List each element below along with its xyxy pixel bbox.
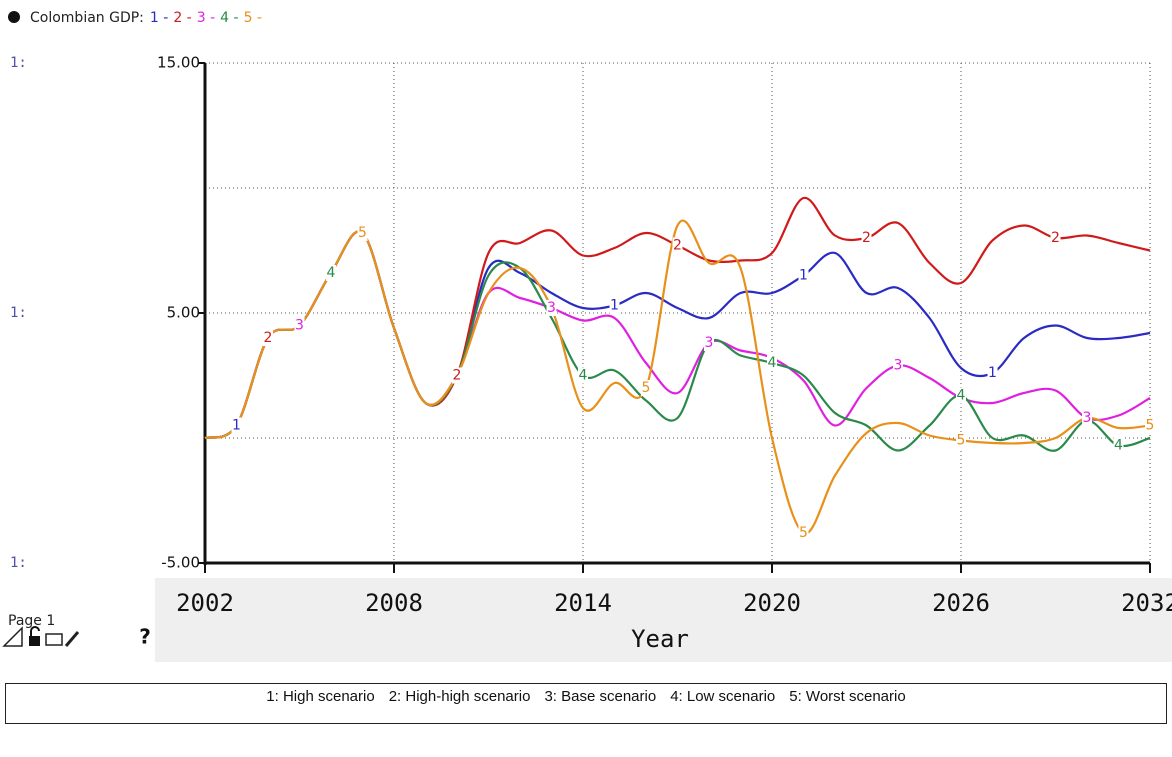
series-marker-bg bbox=[861, 230, 872, 246]
series-line bbox=[204, 196, 1151, 440]
legend-entry: 3: Base scenario bbox=[544, 688, 656, 705]
series-line bbox=[204, 230, 1151, 440]
series-marker-bg bbox=[893, 357, 903, 374]
series-marker: 5 bbox=[642, 380, 651, 396]
series-marker: 1 bbox=[988, 365, 997, 381]
series-marker: 3 bbox=[894, 358, 903, 374]
series-marker: 2 bbox=[453, 368, 462, 384]
series-marker: 3 bbox=[1083, 410, 1092, 426]
icon-triangle[interactable] bbox=[2, 626, 23, 647]
help-button[interactable]: ? bbox=[139, 625, 151, 649]
y-tick-label: -5.00 bbox=[161, 554, 200, 572]
x-tick-label: 2002 bbox=[176, 589, 234, 617]
legend-entry: 5: Worst scenario bbox=[789, 688, 905, 705]
header-key: 4 - bbox=[220, 10, 238, 26]
series-marker-bg bbox=[956, 432, 966, 449]
header-key: 5 - bbox=[244, 10, 262, 26]
icon-lock-shackle bbox=[30, 626, 40, 636]
legend-entry: 1: High scenario bbox=[266, 688, 374, 705]
x-axis-band bbox=[155, 578, 1172, 662]
series-marker: 5 bbox=[799, 525, 808, 541]
series-marker: 1 bbox=[232, 418, 241, 434]
series-marker: 3 bbox=[547, 300, 556, 316]
series-marker-bg bbox=[326, 265, 336, 281]
series-marker-bg bbox=[546, 300, 557, 316]
chart-title: Colombian GDP: bbox=[30, 10, 144, 26]
series-line bbox=[204, 219, 1151, 535]
icon-lock[interactable] bbox=[29, 636, 40, 646]
x-tick-label: 2032 bbox=[1121, 589, 1172, 617]
series-marker-bg bbox=[294, 317, 305, 334]
icon-print[interactable] bbox=[45, 633, 63, 646]
series-marker: 5 bbox=[957, 433, 966, 449]
x-axis-label: Year bbox=[631, 625, 689, 653]
series-marker: 4 bbox=[1114, 438, 1123, 454]
x-tick-label: 2026 bbox=[932, 589, 990, 617]
series-marker-bg bbox=[704, 335, 714, 351]
header-key: 3 - bbox=[197, 10, 215, 26]
series-line bbox=[204, 230, 1151, 452]
axis-prefix: 1: bbox=[10, 555, 27, 571]
series-marker-bg bbox=[452, 367, 462, 384]
series-marker: 4 bbox=[957, 388, 966, 404]
toolbar-icons: ? bbox=[2, 625, 151, 649]
series-marker-bg bbox=[609, 297, 620, 314]
series-marker: 4 bbox=[579, 368, 588, 384]
series-marker-bg bbox=[956, 387, 966, 404]
series-marker: 5 bbox=[1146, 418, 1155, 434]
header-key: 2 - bbox=[173, 10, 191, 26]
page-label: Page 1 bbox=[8, 613, 55, 629]
x-tick-label: 2008 bbox=[365, 589, 423, 617]
series-marker-bg bbox=[263, 330, 273, 346]
y-tick-label: 5.00 bbox=[167, 304, 200, 322]
y-tick-label: 15.00 bbox=[157, 54, 200, 72]
legend-entry: 2: High-high scenario bbox=[389, 688, 531, 705]
series-marker-bg bbox=[231, 417, 242, 434]
series-marker-bg bbox=[672, 237, 683, 254]
series-marker: 5 bbox=[358, 225, 367, 241]
icon-wand[interactable] bbox=[64, 631, 80, 647]
series-marker-bg bbox=[1082, 410, 1092, 426]
series-marker: 2 bbox=[1051, 230, 1060, 246]
series-marker-bg bbox=[798, 267, 809, 284]
series-marker-bg bbox=[1113, 437, 1124, 454]
legend-box bbox=[5, 683, 1167, 724]
series-marker-bg bbox=[1050, 230, 1061, 246]
series-marker: 3 bbox=[705, 335, 714, 351]
series-marker: 1 bbox=[799, 268, 808, 284]
legend-entry: 4: Low scenario bbox=[670, 688, 775, 705]
x-tick-label: 2014 bbox=[554, 589, 612, 617]
series-marker-bg bbox=[641, 380, 651, 396]
series-line bbox=[204, 230, 1151, 440]
series-marker: 1 bbox=[610, 298, 619, 314]
series-marker-bg bbox=[767, 355, 777, 371]
series-marker: 4 bbox=[327, 265, 336, 281]
series-marker-bg bbox=[357, 225, 368, 241]
series-marker: 2 bbox=[862, 230, 871, 246]
axis-prefix: 1: bbox=[10, 305, 27, 321]
series-marker-bg bbox=[798, 525, 809, 541]
x-tick-label: 2020 bbox=[743, 589, 801, 617]
header-icon bbox=[8, 11, 20, 23]
series-marker: 2 bbox=[673, 238, 682, 254]
series-marker: 4 bbox=[768, 355, 777, 371]
series-marker-bg bbox=[1145, 417, 1155, 434]
series-marker-bg bbox=[987, 365, 998, 381]
series-marker-bg bbox=[578, 367, 588, 384]
series-marker: 2 bbox=[264, 330, 273, 346]
axis-prefix: 1: bbox=[10, 55, 27, 71]
header-key: 1 - bbox=[150, 10, 168, 26]
series-marker: 3 bbox=[295, 318, 304, 334]
